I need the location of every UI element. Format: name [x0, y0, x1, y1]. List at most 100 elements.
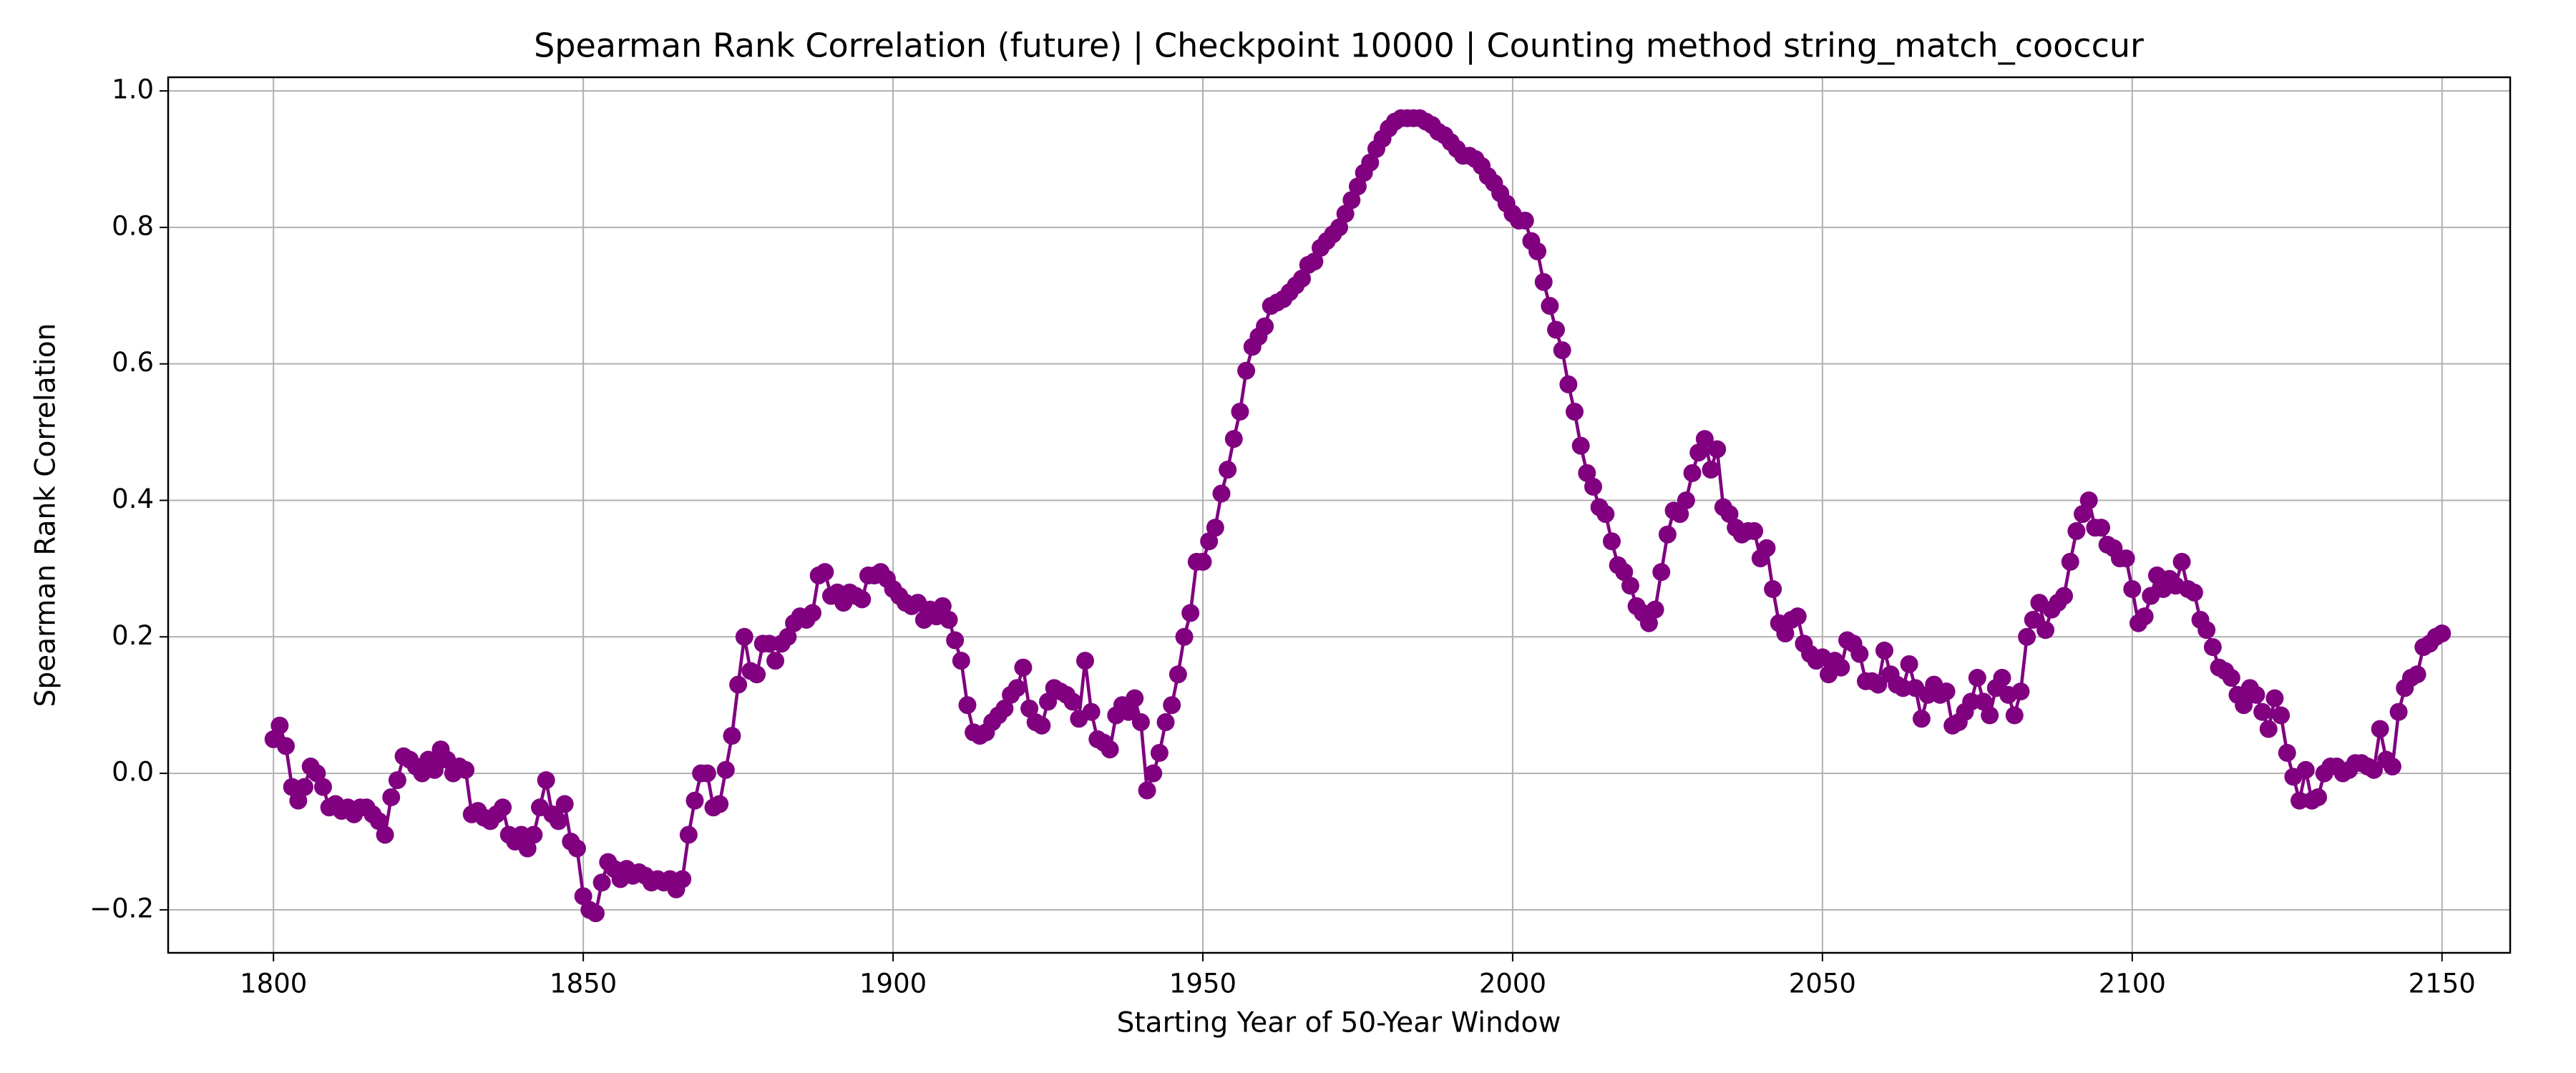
- data-point: [2055, 587, 2074, 605]
- data-point: [277, 737, 296, 755]
- data-point: [711, 795, 729, 813]
- data-point: [1962, 692, 1981, 711]
- data-point: [735, 627, 753, 646]
- data-point: [1683, 464, 1702, 482]
- data-point: [1101, 740, 1119, 759]
- data-point: [2172, 552, 2191, 571]
- data-point: [2024, 610, 2042, 629]
- data-point: [1138, 781, 1156, 800]
- data-point: [779, 627, 797, 646]
- data-point: [1131, 713, 1150, 732]
- data-point: [1256, 317, 1274, 335]
- data-point: [1850, 645, 1869, 663]
- data-point: [494, 798, 512, 817]
- data-point: [1033, 716, 1051, 735]
- data-point: [1194, 552, 1212, 571]
- data-point: [1014, 658, 1033, 677]
- y-tick-label: 1.0: [112, 74, 154, 105]
- data-point: [586, 904, 605, 923]
- data-point: [1596, 505, 1615, 524]
- x-tick-label: 1850: [550, 969, 617, 999]
- data-point: [2309, 788, 2328, 806]
- plot-area: [264, 109, 2451, 923]
- data-point: [382, 788, 401, 806]
- data-point: [1757, 539, 1776, 557]
- data-point: [1776, 624, 1795, 643]
- data-point: [1578, 464, 1596, 482]
- data-point: [673, 870, 692, 888]
- data-point: [686, 791, 704, 810]
- data-point: [2365, 760, 2384, 779]
- data-point: [2371, 720, 2389, 738]
- y-tick-label: 0.8: [112, 210, 154, 241]
- data-point: [1584, 477, 1603, 496]
- data-point: [1646, 600, 1664, 619]
- data-point: [295, 778, 313, 796]
- data-point: [2235, 696, 2253, 715]
- data-point: [1219, 461, 1237, 479]
- data-point: [1912, 710, 1931, 728]
- data-point: [2433, 624, 2451, 643]
- data-point: [1150, 743, 1169, 762]
- x-tick-label: 2100: [2099, 969, 2166, 999]
- data-point: [525, 825, 543, 844]
- data-point: [1658, 525, 1677, 544]
- data-point: [1534, 273, 1553, 291]
- y-axis-label: Spearman Rank Correlation: [30, 323, 62, 707]
- data-point: [1559, 375, 1578, 393]
- data-point: [518, 839, 537, 858]
- data-point: [1361, 153, 1380, 172]
- data-point: [2092, 519, 2111, 537]
- data-point: [2247, 685, 2265, 704]
- data-point: [283, 778, 301, 796]
- x-tick-label: 2150: [2409, 969, 2476, 999]
- data-point: [1200, 532, 1219, 551]
- x-tick-label: 2050: [1789, 969, 1856, 999]
- data-point: [853, 590, 872, 609]
- data-point: [2222, 669, 2240, 687]
- data-point: [804, 604, 822, 622]
- data-point: [1082, 702, 1101, 721]
- data-point: [2197, 621, 2216, 640]
- data-point: [716, 760, 735, 779]
- data-point: [2185, 583, 2203, 602]
- data-point: [308, 764, 326, 783]
- y-tick-label: 0.0: [112, 757, 154, 788]
- data-point: [1039, 692, 1058, 711]
- data-point: [1900, 655, 1918, 673]
- data-point: [2278, 743, 2296, 762]
- data-point: [1181, 604, 1200, 622]
- data-point: [1126, 689, 1144, 707]
- data-point: [2389, 702, 2408, 721]
- data-point: [1224, 430, 1243, 449]
- data-point: [2408, 665, 2426, 684]
- data-point: [2061, 552, 2079, 571]
- data-point: [816, 563, 834, 582]
- data-point: [2290, 791, 2309, 810]
- data-point: [1206, 519, 1224, 537]
- data-point: [1745, 521, 1764, 540]
- data-point: [2383, 758, 2401, 776]
- data-point: [748, 665, 766, 684]
- data-point: [1981, 706, 1999, 725]
- data-point: [1652, 563, 1671, 582]
- data-point: [2117, 549, 2135, 568]
- data-point: [1212, 484, 1231, 503]
- chart-title: Spearman Rank Correlation (future) | Che…: [534, 26, 2144, 66]
- data-point: [1764, 580, 1782, 599]
- data-point: [1020, 699, 1039, 717]
- data-point: [1720, 505, 1739, 524]
- data-point: [2265, 689, 2284, 707]
- data-point: [2005, 706, 2024, 725]
- data-point: [1602, 532, 1621, 551]
- data-point: [1869, 675, 1888, 694]
- data-point: [1144, 764, 1163, 783]
- data-point: [1330, 218, 1348, 237]
- data-point: [1974, 692, 1993, 711]
- data-point: [766, 652, 785, 670]
- data-point: [574, 887, 592, 906]
- data-point: [1541, 297, 1559, 315]
- data-point: [1875, 641, 1893, 660]
